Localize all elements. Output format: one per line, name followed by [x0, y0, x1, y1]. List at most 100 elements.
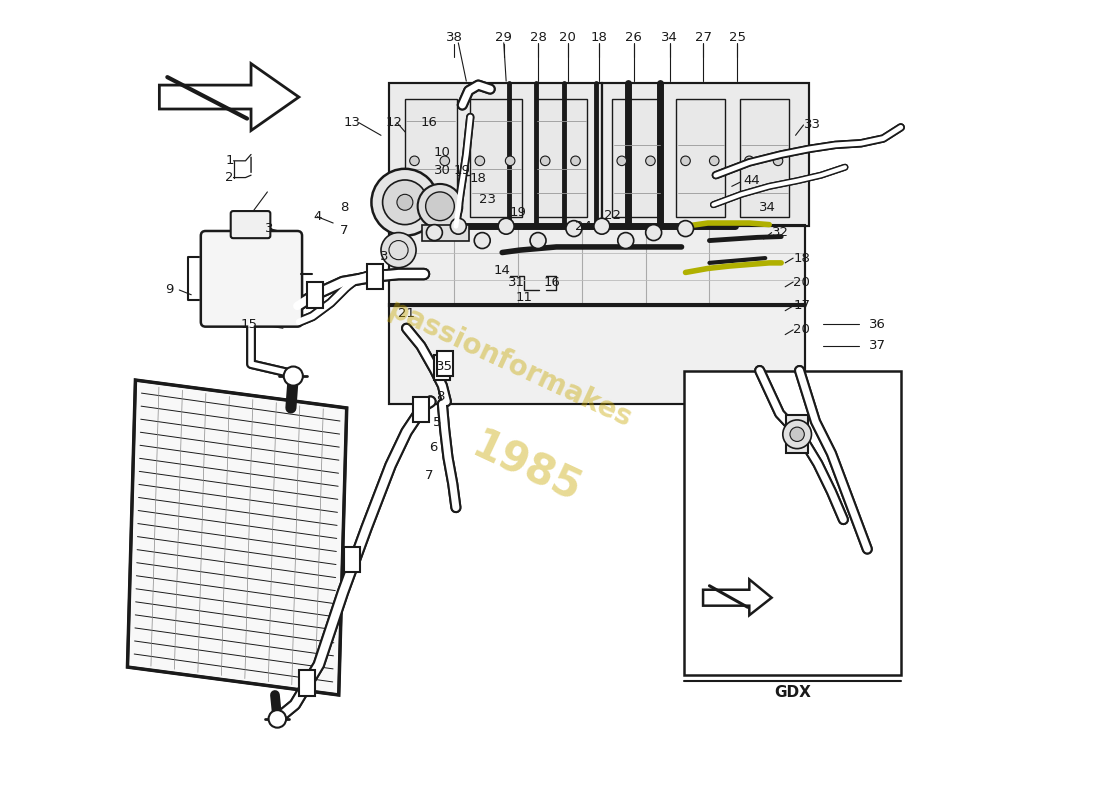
Circle shape — [681, 156, 691, 166]
Bar — [405, 98, 456, 217]
Circle shape — [617, 156, 627, 166]
Text: 33: 33 — [803, 118, 821, 131]
Text: 8: 8 — [340, 201, 349, 214]
Circle shape — [440, 156, 450, 166]
Circle shape — [571, 156, 581, 166]
Text: 21: 21 — [398, 307, 415, 321]
Text: 20: 20 — [793, 323, 810, 336]
Text: 16: 16 — [543, 275, 560, 289]
Text: 16: 16 — [420, 116, 438, 129]
Text: 26: 26 — [625, 30, 642, 44]
Circle shape — [284, 366, 302, 386]
Text: 38: 38 — [446, 30, 463, 44]
Circle shape — [594, 218, 609, 234]
Circle shape — [618, 233, 634, 249]
Text: 3: 3 — [379, 250, 388, 263]
Circle shape — [540, 156, 550, 166]
Circle shape — [565, 221, 582, 237]
Polygon shape — [389, 82, 602, 226]
Text: 44: 44 — [742, 174, 760, 187]
Bar — [307, 282, 322, 307]
Circle shape — [745, 156, 755, 166]
Text: 1: 1 — [226, 154, 234, 167]
Bar — [299, 670, 315, 696]
Text: 19: 19 — [509, 206, 527, 219]
Circle shape — [678, 221, 693, 237]
Text: 31: 31 — [508, 275, 525, 289]
Text: 36: 36 — [869, 318, 886, 330]
Polygon shape — [389, 225, 805, 306]
Polygon shape — [128, 380, 346, 695]
Text: 3: 3 — [265, 222, 274, 235]
Polygon shape — [389, 304, 805, 404]
Polygon shape — [602, 82, 810, 226]
Text: 9: 9 — [165, 283, 173, 297]
Text: 15: 15 — [240, 318, 257, 330]
Text: 14: 14 — [494, 264, 510, 278]
Bar — [434, 354, 450, 380]
Text: 8: 8 — [436, 390, 444, 402]
Text: 37: 37 — [869, 339, 886, 352]
FancyBboxPatch shape — [201, 231, 302, 326]
Text: 32: 32 — [771, 226, 789, 239]
Text: 17: 17 — [793, 299, 811, 313]
Bar — [613, 98, 661, 217]
Circle shape — [783, 420, 812, 449]
Bar — [739, 98, 789, 217]
FancyBboxPatch shape — [231, 211, 271, 238]
Circle shape — [790, 427, 804, 442]
Text: 6: 6 — [429, 442, 438, 454]
Circle shape — [710, 156, 719, 166]
Text: 18: 18 — [591, 30, 608, 44]
Circle shape — [474, 233, 491, 249]
Text: 28: 28 — [529, 30, 547, 44]
Circle shape — [383, 180, 427, 225]
Circle shape — [646, 225, 661, 241]
Text: 29: 29 — [495, 30, 513, 44]
Bar — [366, 264, 383, 289]
Text: 18: 18 — [793, 251, 810, 265]
Text: 30: 30 — [433, 164, 451, 177]
Text: 2: 2 — [226, 171, 234, 184]
Text: 19: 19 — [454, 164, 471, 177]
Bar — [676, 98, 725, 217]
Circle shape — [530, 233, 546, 249]
Circle shape — [450, 218, 466, 234]
Text: 7: 7 — [340, 225, 349, 238]
Text: passionformakes: passionformakes — [384, 295, 637, 433]
Text: 12: 12 — [386, 116, 403, 129]
Text: 35: 35 — [437, 360, 453, 373]
Text: 11: 11 — [516, 291, 534, 305]
Circle shape — [427, 225, 442, 241]
Text: 5: 5 — [432, 416, 441, 429]
Text: 13: 13 — [344, 116, 361, 129]
Bar — [786, 415, 808, 454]
Text: 24: 24 — [575, 220, 592, 233]
Text: 27: 27 — [694, 30, 712, 44]
Bar — [412, 397, 429, 422]
Text: 34: 34 — [759, 201, 775, 214]
Text: 34: 34 — [661, 30, 678, 44]
Circle shape — [505, 156, 515, 166]
Text: GDX: GDX — [774, 685, 811, 700]
Text: 18: 18 — [470, 172, 486, 185]
FancyBboxPatch shape — [684, 370, 901, 675]
Circle shape — [426, 192, 454, 221]
Text: 25: 25 — [729, 30, 746, 44]
Circle shape — [268, 710, 286, 728]
Text: 20: 20 — [793, 275, 810, 289]
Text: 1985: 1985 — [465, 424, 587, 511]
Circle shape — [475, 156, 485, 166]
Text: 20: 20 — [559, 30, 576, 44]
Circle shape — [409, 156, 419, 166]
Bar — [422, 225, 469, 241]
Text: 22: 22 — [604, 209, 620, 222]
Bar — [471, 98, 522, 217]
Bar — [344, 546, 361, 572]
Circle shape — [773, 156, 783, 166]
Text: 10: 10 — [433, 146, 451, 159]
Circle shape — [646, 156, 656, 166]
Text: 7: 7 — [425, 470, 433, 482]
Circle shape — [397, 194, 412, 210]
Circle shape — [418, 184, 462, 229]
